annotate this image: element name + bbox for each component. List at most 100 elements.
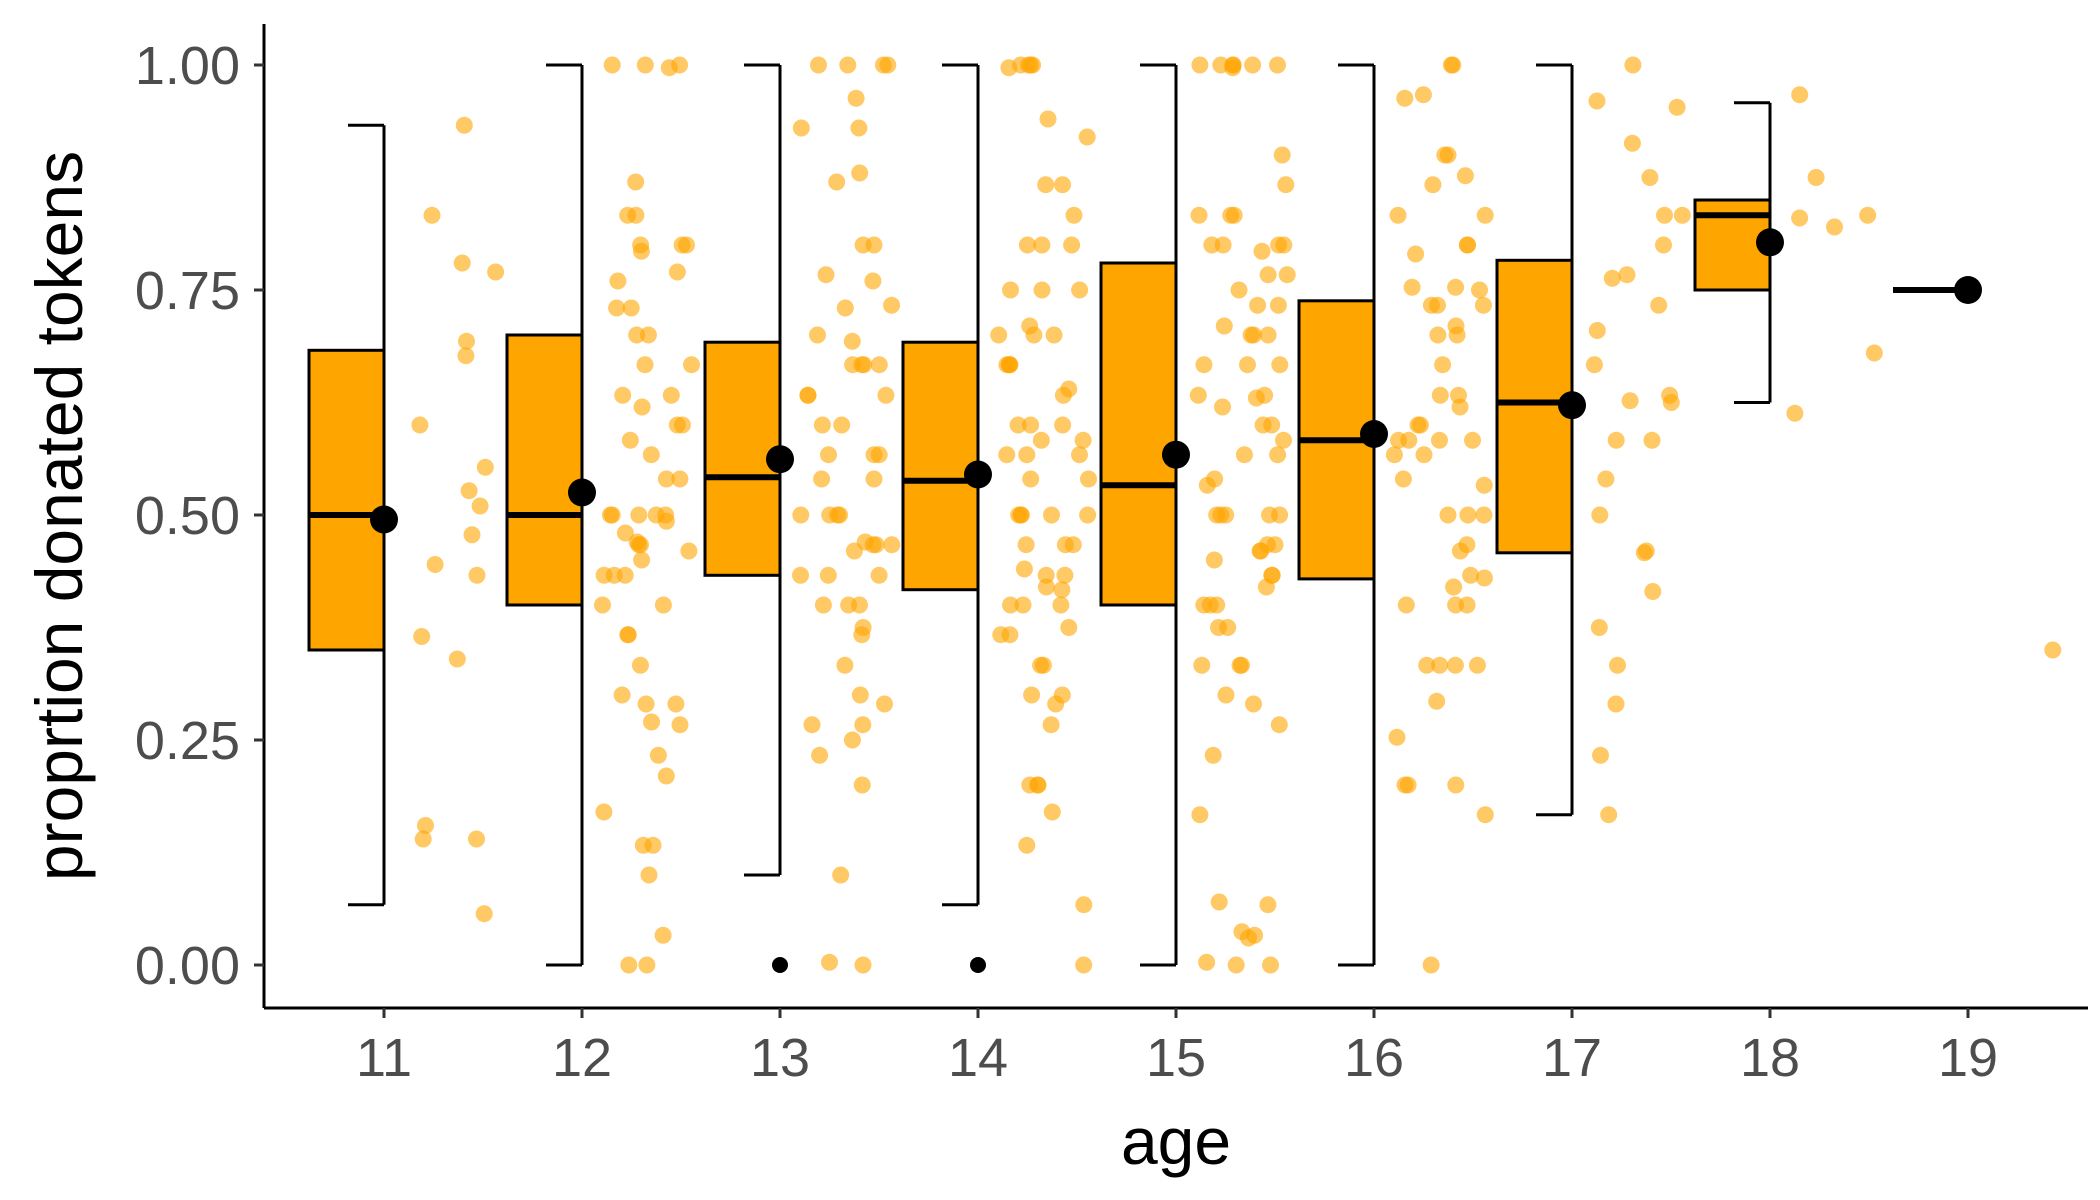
data-point [1261, 506, 1278, 524]
y-tick-label: 0.50 [135, 486, 240, 546]
data-point [609, 272, 627, 290]
iqr-box [901, 340, 980, 592]
data-point [799, 386, 817, 404]
outlier-point [772, 957, 788, 973]
data-point [814, 596, 832, 614]
data-point [636, 356, 654, 374]
data-point [1210, 893, 1228, 911]
data-point [1056, 566, 1074, 584]
data-point [809, 326, 826, 344]
data-point [1191, 56, 1209, 74]
data-point [683, 356, 700, 374]
x-tick-label: 13 [750, 1028, 810, 1088]
data-point [1791, 209, 1809, 227]
data-point [613, 686, 631, 704]
data-point [602, 506, 619, 524]
data-point [1018, 446, 1036, 464]
data-point [1195, 356, 1213, 374]
data-point [845, 542, 863, 560]
data-point [1468, 656, 1486, 674]
data-point [636, 56, 654, 74]
x-tick-label: 11 [356, 1028, 412, 1088]
data-point [1397, 596, 1415, 614]
y-tick-label: 0.25 [135, 711, 240, 771]
data-point [1431, 656, 1449, 674]
data-point [1224, 59, 1242, 77]
data-point [1018, 836, 1036, 854]
mean-point [1360, 420, 1388, 448]
data-point [643, 713, 660, 731]
data-point [1018, 236, 1036, 254]
data-point [1791, 86, 1809, 104]
data-point [1074, 431, 1092, 449]
data-point [1635, 544, 1653, 562]
data-point [1032, 656, 1050, 674]
data-point [1474, 296, 1492, 314]
data-point [1428, 692, 1446, 710]
data-point [614, 386, 632, 404]
data-point [1033, 236, 1051, 254]
data-point [654, 926, 672, 944]
data-point [990, 326, 1008, 344]
x-tick-label: 16 [1344, 1028, 1404, 1088]
data-point [632, 536, 649, 554]
data-point [1054, 176, 1071, 194]
data-point [813, 416, 831, 434]
data-point [411, 416, 429, 434]
boxes [307, 63, 1982, 973]
data-point [1269, 446, 1287, 464]
data-point [1621, 392, 1639, 410]
data-point [833, 416, 851, 434]
data-point [821, 953, 838, 971]
data-point [1191, 806, 1209, 824]
data-point [821, 506, 839, 524]
data-point [1071, 446, 1088, 464]
data-point [1418, 656, 1436, 674]
data-point [1434, 356, 1452, 374]
data-point [1385, 446, 1403, 464]
data-point [832, 866, 850, 884]
data-point [1063, 236, 1081, 254]
data-point [448, 650, 466, 668]
data-point [870, 566, 888, 584]
data-point [817, 266, 835, 284]
data-point [668, 263, 686, 281]
data-point [1054, 416, 1072, 434]
data-point [1618, 266, 1636, 284]
y-ticks: 0.00 0.25 0.50 0.75 1.00 [135, 36, 264, 996]
data-point [1271, 356, 1289, 374]
data-point [1080, 470, 1097, 488]
data-point [1257, 578, 1275, 596]
data-point [673, 236, 691, 254]
data-point [1204, 746, 1222, 764]
data-point [1052, 596, 1070, 614]
data-point [877, 386, 895, 404]
data-point [803, 716, 821, 734]
data-point [1222, 206, 1240, 224]
data-point [1624, 56, 1642, 74]
data-point [843, 332, 861, 350]
data-point [1277, 176, 1295, 194]
data-point [628, 326, 646, 344]
y-tick-label: 1.00 [135, 36, 240, 96]
data-point [594, 596, 611, 614]
y-axis-title: proprtion donated tokens [22, 151, 96, 881]
data-point [1590, 619, 1608, 636]
box-age-11 [307, 123, 398, 907]
data-point [792, 506, 810, 524]
data-point [1388, 728, 1406, 746]
box-age-15 [1099, 63, 1190, 967]
data-point [865, 470, 883, 488]
data-point [820, 446, 837, 464]
data-point [1043, 506, 1060, 524]
data-point [1215, 317, 1233, 335]
data-point [633, 551, 651, 569]
data-point [847, 89, 865, 107]
data-point [1668, 98, 1686, 116]
data-point [813, 470, 831, 488]
data-point [1389, 206, 1407, 224]
data-point [1275, 431, 1292, 449]
data-point [1859, 206, 1877, 224]
data-point [1033, 281, 1051, 299]
